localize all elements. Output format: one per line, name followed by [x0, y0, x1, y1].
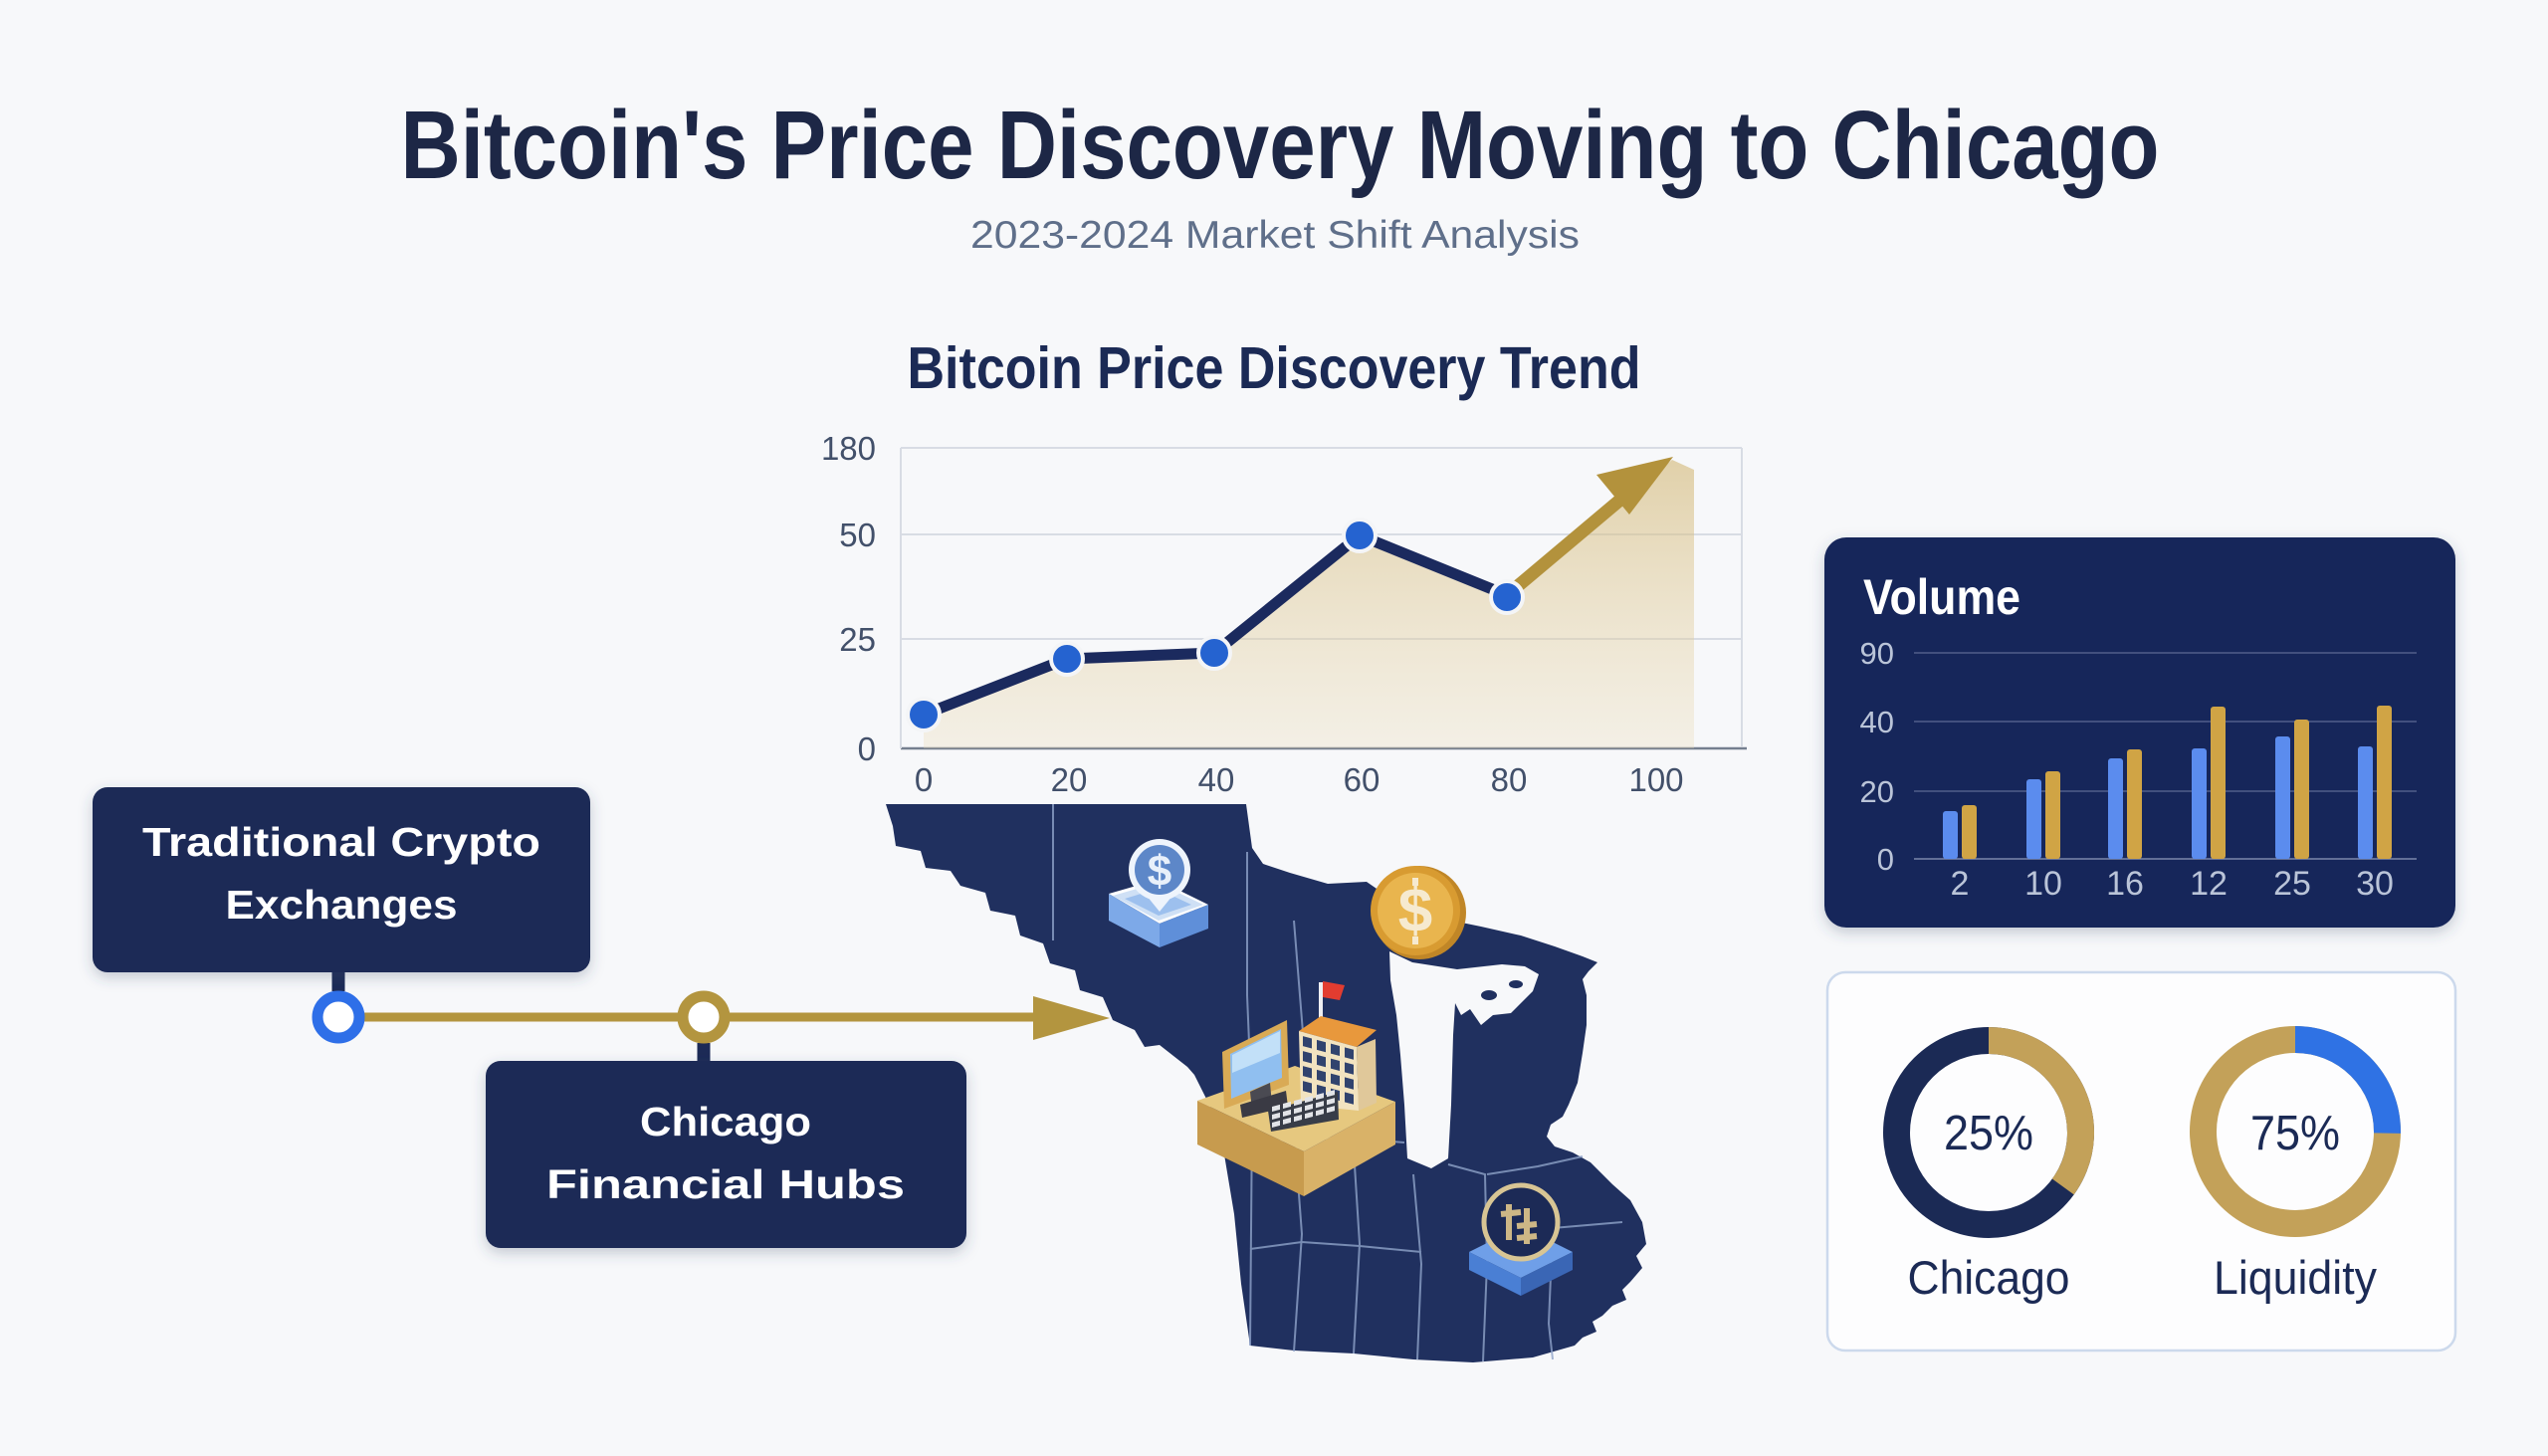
svg-text:60: 60: [1344, 761, 1380, 798]
svg-text:40: 40: [1198, 761, 1235, 798]
svg-text:Volume: Volume: [1863, 569, 2020, 625]
svg-text:Bitcoin's Price Discovery Movi: Bitcoin's Price Discovery Moving to Chic…: [401, 91, 2160, 199]
svg-text:180: 180: [821, 430, 876, 467]
svg-text:25%: 25%: [1944, 1107, 2033, 1160]
svg-text:20: 20: [1860, 774, 1894, 809]
svg-text:50: 50: [839, 517, 876, 553]
svg-text:0: 0: [1877, 842, 1894, 877]
svg-text:2023-2024 Market Shift Analysi: 2023-2024 Market Shift Analysis: [970, 214, 1580, 257]
svg-text:0: 0: [915, 761, 933, 798]
svg-text:$: $: [1148, 847, 1171, 896]
svg-text:90: 90: [1860, 636, 1894, 671]
svg-text:25: 25: [839, 621, 876, 658]
svg-text:Bitcoin Price Discovery Trend: Bitcoin Price Discovery Trend: [908, 335, 1641, 401]
svg-text:40: 40: [1860, 705, 1894, 739]
svg-text:12: 12: [2190, 865, 2228, 903]
svg-text:80: 80: [1491, 761, 1528, 798]
svg-text:20: 20: [1051, 761, 1088, 798]
svg-text:Exchanges: Exchanges: [226, 882, 458, 928]
svg-text:$: $: [1398, 877, 1432, 945]
svg-text:Financial Hubs: Financial Hubs: [546, 1161, 905, 1207]
svg-text:25: 25: [2273, 865, 2311, 903]
svg-text:0: 0: [858, 730, 876, 767]
svg-text:75%: 75%: [2250, 1107, 2340, 1160]
svg-text:Chicago: Chicago: [1908, 1251, 2070, 1304]
svg-text:Chicago: Chicago: [640, 1099, 811, 1144]
svg-text:16: 16: [2106, 865, 2144, 903]
svg-text:30: 30: [2356, 865, 2394, 903]
svg-text:10: 10: [2024, 865, 2062, 903]
svg-text:Traditional Crypto: Traditional Crypto: [142, 819, 540, 865]
svg-text:Liquidity: Liquidity: [2214, 1251, 2377, 1304]
svg-text:100: 100: [1628, 761, 1683, 798]
svg-text:2: 2: [1951, 865, 1970, 903]
